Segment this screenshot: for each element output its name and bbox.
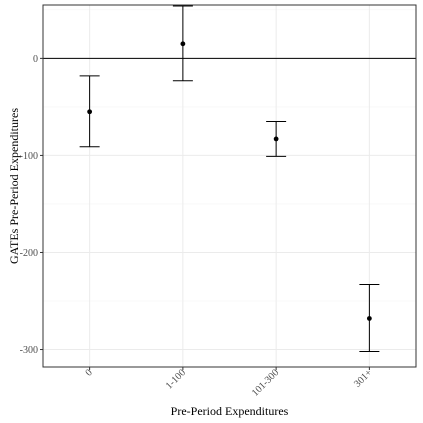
y-tick-label: 0	[33, 54, 38, 65]
point-101-300	[273, 136, 279, 142]
point-0	[87, 109, 93, 115]
panel-border	[42, 4, 417, 368]
y-tick-label: -200	[20, 248, 38, 259]
point-1-100	[180, 41, 186, 47]
y-tick-label: -100	[20, 151, 38, 162]
x-tick-label: 0	[83, 367, 94, 378]
y-tick-label: -300	[20, 345, 38, 356]
y-axis-title: GATEs Pre-Period Expenditures	[7, 108, 21, 264]
data-marks	[79, 5, 380, 352]
x-axis-title: Pre-Period Expenditures	[171, 404, 289, 418]
point-301+	[366, 316, 372, 321]
